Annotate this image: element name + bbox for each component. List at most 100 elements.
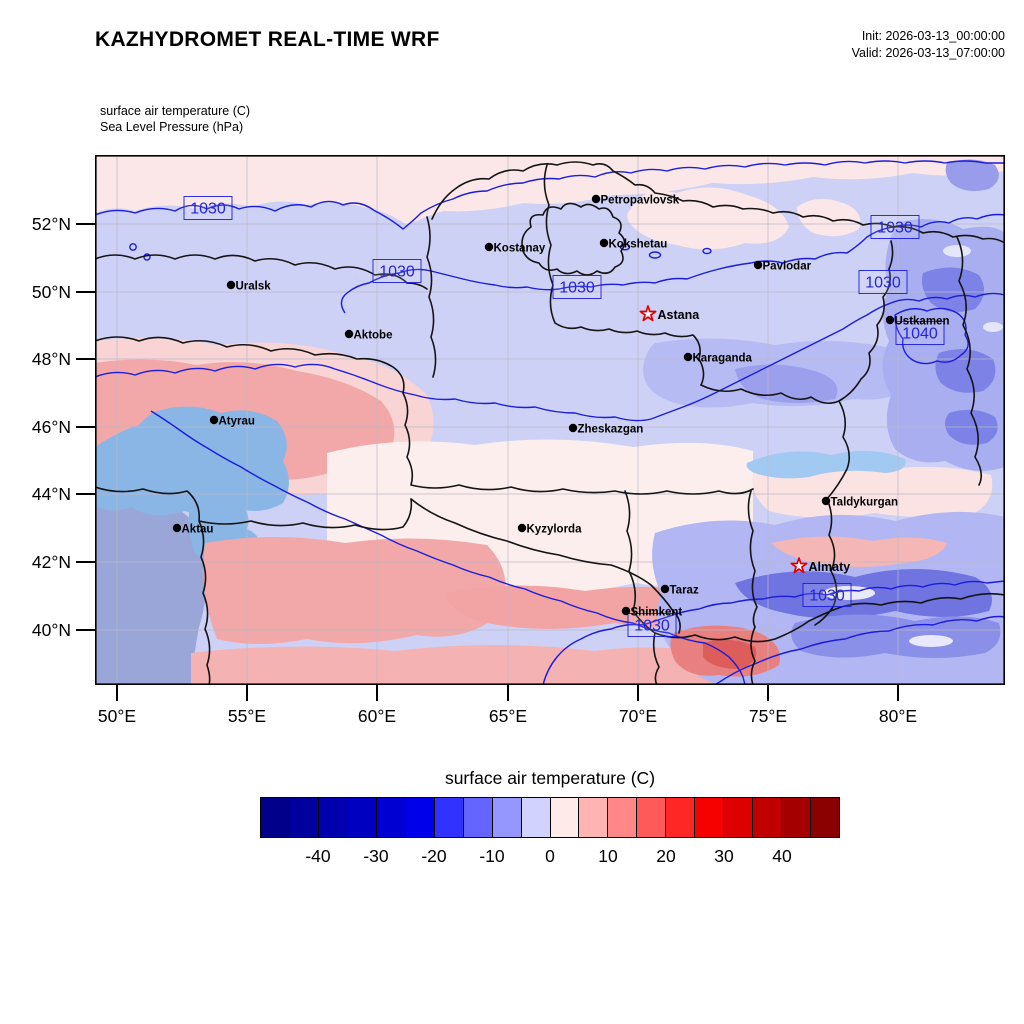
city-dot-icon	[821, 496, 831, 506]
longitude-label: 80°E	[878, 706, 918, 726]
city-label: Shimkent	[631, 606, 683, 618]
colorbar-cell	[549, 797, 580, 838]
pressure-label-box	[372, 259, 422, 283]
longitude-tick	[376, 685, 378, 701]
city-label: Karaganda	[693, 352, 753, 364]
weather-map: 1030 1030 1030 1030 1030 1040 1030 1030 Petropa…	[95, 155, 1005, 685]
colorbar-cell	[578, 797, 609, 838]
page-title: KAZHYDROMET REAL-TIME WRF	[95, 28, 440, 51]
city-label: Uralsk	[236, 280, 272, 292]
colorbar-tick-label: -30	[363, 846, 389, 866]
colorbar-cell	[694, 797, 725, 838]
colorbar-cell	[346, 797, 377, 838]
city-dot-icon	[599, 238, 609, 248]
valid-timestamp: Valid: 2026-03-13_07:00:00	[851, 45, 1005, 60]
city-star-marker	[790, 557, 808, 574]
longitude-tick	[897, 685, 899, 701]
latitude-tick	[76, 426, 95, 428]
colorbar-cell	[752, 797, 783, 838]
colorbar-cell	[404, 797, 435, 838]
colorbar-cell	[607, 797, 638, 838]
longitude-tick	[507, 685, 509, 701]
colorbar-cell	[317, 797, 348, 838]
colorbar-tick-labels: -40 -30 -20 -10 0 10 20 30 40	[260, 846, 840, 870]
pressure-label: 1030	[379, 264, 415, 281]
city-label: Pavlodar	[763, 260, 812, 272]
colorbar-tick-label: 10	[598, 846, 618, 866]
colorbar-cell	[288, 797, 319, 838]
pressure-label: 1040	[902, 326, 938, 343]
latitude-tick	[76, 358, 95, 360]
longitude-label: 70°E	[618, 706, 658, 726]
latitude-tick	[76, 629, 95, 631]
colorbar-tick-label: -40	[305, 846, 331, 866]
city-label: Kostanay	[494, 242, 546, 254]
map-area: 1030 1030 1030 1030 1030 1040 1030 1030 Petropa…	[32, 155, 1005, 726]
model-timestamps: Init: 2026-03-13_00:00:00 Valid: 2026-03…	[852, 28, 1005, 62]
latitude-tick	[76, 291, 95, 293]
pressure-label: 1030	[809, 588, 845, 605]
longitude-tick	[637, 685, 639, 701]
city-dot-icon	[484, 242, 494, 252]
colorbar-cell	[810, 797, 841, 838]
city-dot-icon	[885, 315, 895, 325]
pressure-label-box	[895, 321, 945, 345]
longitude-label: 75°E	[748, 706, 788, 726]
pressure-label-box	[183, 196, 233, 220]
colorbar-cell	[491, 797, 522, 838]
colorbar-cell	[260, 797, 290, 838]
colorbar	[260, 797, 841, 838]
colorbar-tick-label: 30	[714, 846, 734, 866]
colorbar-title: surface air temperature (C)	[444, 768, 656, 788]
latitude-tick	[76, 561, 95, 563]
longitude-tick	[116, 685, 118, 701]
longitude-tick	[767, 685, 769, 701]
administrative-borders	[95, 161, 1005, 685]
longitude-tick	[246, 685, 248, 701]
city-label: Almaty	[809, 560, 851, 574]
city-label: Petropavlovsk	[601, 194, 680, 206]
city-label: Aktobe	[354, 329, 393, 341]
city-label: Kokshetau	[609, 238, 668, 250]
city-dot-icon	[344, 329, 354, 339]
city-label: Astana	[658, 308, 701, 322]
init-timestamp: Init: 2026-03-13_00:00:00	[861, 29, 1005, 43]
pressure-label: 1030	[190, 201, 226, 218]
pressure-label: 1030	[634, 618, 670, 635]
pressure-label-box	[802, 583, 852, 607]
latitude-label: 44°N	[31, 484, 71, 504]
colorbar-cell	[636, 797, 667, 838]
colorbar-cell	[433, 797, 464, 838]
longitude-label: 60°E	[357, 706, 397, 726]
colorbar-tick-label: 40	[772, 846, 792, 866]
pressure-label: 1030	[865, 275, 901, 292]
field-labels: surface air temperature (C) Sea Level Pr…	[100, 103, 250, 136]
colorbar-tick-label: -20	[421, 846, 447, 866]
graticule-grid	[95, 155, 1005, 685]
city-label: Aktau	[182, 523, 214, 535]
latitude-label: 42°N	[31, 552, 71, 572]
city-star-marker	[639, 305, 657, 322]
city-label: Taraz	[670, 584, 699, 596]
city-dot-icon	[621, 606, 631, 616]
pressure-label-box	[858, 270, 908, 294]
colorbar-tick-label: -10	[479, 846, 505, 866]
pressure-label-box	[627, 613, 677, 637]
latitude-label: 48°N	[31, 349, 71, 369]
colorbar-cell	[781, 797, 812, 838]
pressure-label: 1030	[559, 280, 595, 297]
longitude-label: 65°E	[488, 706, 528, 726]
city-dot-icon	[517, 523, 527, 533]
city-dot-icon	[683, 352, 693, 362]
city-dot-icon	[753, 260, 763, 270]
longitude-label: 55°E	[227, 706, 267, 726]
city-markers: Petropavlovsk Kostanay Kokshetau Pavlodar Ur…	[172, 194, 950, 618]
city-dot-icon	[591, 194, 601, 204]
city-label: Kyzylorda	[527, 523, 583, 535]
latitude-label: 52°N	[31, 214, 71, 234]
colorbar-cell	[723, 797, 754, 838]
city-dot-icon	[660, 584, 670, 594]
city-label: Ustkamen	[895, 315, 950, 327]
colorbar-cell	[462, 797, 493, 838]
